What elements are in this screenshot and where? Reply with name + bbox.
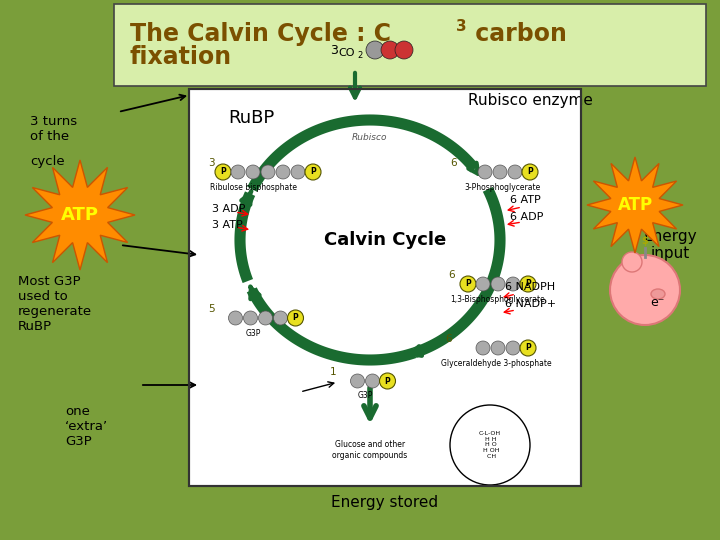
Circle shape	[228, 311, 243, 325]
Circle shape	[381, 41, 399, 59]
Text: carbon: carbon	[467, 22, 567, 46]
Text: 3 turns
of the: 3 turns of the	[30, 115, 77, 143]
Circle shape	[366, 374, 379, 388]
Text: P: P	[525, 280, 531, 288]
Text: 6 ADP: 6 ADP	[510, 212, 544, 222]
Circle shape	[243, 311, 258, 325]
Text: RuBP: RuBP	[228, 109, 274, 127]
Text: 5: 5	[208, 304, 215, 314]
Circle shape	[231, 165, 245, 179]
Circle shape	[215, 164, 231, 180]
Polygon shape	[25, 160, 135, 270]
Text: one
‘extra’
G3P: one ‘extra’ G3P	[65, 405, 108, 448]
Text: G3P: G3P	[357, 392, 373, 401]
FancyBboxPatch shape	[189, 89, 581, 486]
Text: Energy stored: Energy stored	[331, 495, 438, 510]
Text: 3 ATP: 3 ATP	[212, 220, 243, 230]
Text: 3: 3	[456, 19, 467, 34]
Circle shape	[274, 311, 287, 325]
Text: Calvin Cycle: Calvin Cycle	[324, 231, 446, 249]
Text: Rubisco: Rubisco	[352, 132, 388, 141]
Circle shape	[476, 277, 490, 291]
Text: G3P: G3P	[246, 328, 261, 338]
Circle shape	[460, 276, 476, 292]
Text: $: $	[642, 236, 649, 246]
Text: ATP: ATP	[618, 196, 652, 214]
Text: 6: 6	[450, 158, 456, 168]
Circle shape	[491, 341, 505, 355]
Text: Glucose and other
organic compounds: Glucose and other organic compounds	[333, 440, 408, 460]
Circle shape	[476, 341, 490, 355]
Circle shape	[366, 41, 384, 59]
Text: e⁻: e⁻	[650, 295, 664, 308]
Text: P: P	[292, 314, 298, 322]
Text: cycle: cycle	[30, 155, 65, 168]
Text: fixation: fixation	[130, 45, 232, 69]
Circle shape	[276, 165, 290, 179]
Text: 6 ATP: 6 ATP	[510, 195, 541, 205]
Circle shape	[305, 164, 321, 180]
Circle shape	[287, 310, 304, 326]
Text: Energy
input: Energy input	[643, 229, 697, 261]
Text: 6 NADP+: 6 NADP+	[505, 299, 556, 309]
Circle shape	[493, 165, 507, 179]
Text: Ribulose bisphosphate: Ribulose bisphosphate	[210, 183, 297, 192]
Text: 2: 2	[357, 51, 362, 60]
Text: P: P	[310, 167, 316, 177]
Text: 6: 6	[448, 270, 454, 280]
Circle shape	[478, 165, 492, 179]
Text: The Calvin Cycle : C: The Calvin Cycle : C	[130, 22, 391, 46]
Circle shape	[508, 165, 522, 179]
Text: 3 ADP: 3 ADP	[212, 204, 246, 214]
Circle shape	[379, 373, 395, 389]
Text: ATP: ATP	[61, 206, 99, 224]
Text: 3: 3	[208, 158, 215, 168]
Text: Glyceraldehyde 3-phosphate: Glyceraldehyde 3-phosphate	[441, 359, 552, 368]
Text: P: P	[220, 167, 226, 177]
Polygon shape	[587, 157, 683, 253]
Circle shape	[395, 41, 413, 59]
FancyBboxPatch shape	[114, 4, 706, 86]
Text: 6: 6	[445, 334, 451, 344]
Circle shape	[291, 165, 305, 179]
Text: 1: 1	[330, 367, 337, 377]
Text: P: P	[527, 167, 533, 177]
Circle shape	[520, 340, 536, 356]
Text: 3-Phosphoglycerate: 3-Phosphoglycerate	[465, 183, 541, 192]
Circle shape	[261, 165, 275, 179]
Text: CO: CO	[338, 48, 354, 58]
Text: C-L-OH
 H H
 H O
 H OH
  CH: C-L-OH H H H O H OH CH	[479, 431, 501, 459]
Circle shape	[491, 277, 505, 291]
Text: Most G3P
used to
regenerate
RuBP: Most G3P used to regenerate RuBP	[18, 275, 92, 333]
Text: 6 NADPH: 6 NADPH	[505, 282, 555, 292]
Circle shape	[522, 164, 538, 180]
Text: 1,3-Bisphosphoglycerate: 1,3-Bisphosphoglycerate	[451, 294, 545, 303]
Circle shape	[246, 165, 260, 179]
Circle shape	[520, 276, 536, 292]
Circle shape	[622, 252, 642, 272]
Circle shape	[450, 405, 530, 485]
Circle shape	[506, 277, 520, 291]
Circle shape	[351, 374, 364, 388]
Text: 3: 3	[330, 44, 338, 57]
Text: Rubisco enzyme: Rubisco enzyme	[467, 92, 593, 107]
Text: P: P	[525, 343, 531, 353]
Circle shape	[258, 311, 272, 325]
Ellipse shape	[651, 289, 665, 299]
Text: P: P	[384, 376, 390, 386]
Text: P: P	[465, 280, 471, 288]
Circle shape	[506, 341, 520, 355]
Circle shape	[610, 255, 680, 325]
